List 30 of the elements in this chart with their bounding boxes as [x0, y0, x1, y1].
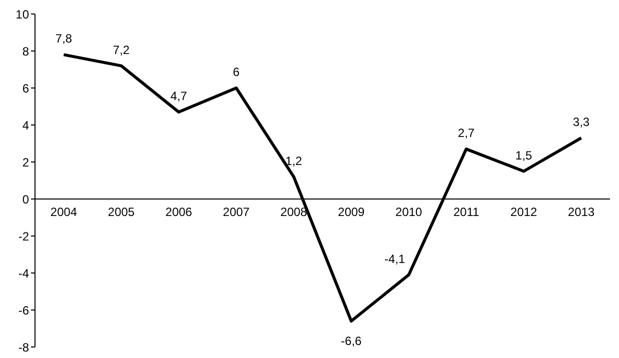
data-label: -6,6	[340, 334, 362, 348]
y-tick-label: -8	[18, 340, 30, 354]
x-tick-label: 2005	[108, 205, 135, 219]
data-label: 7,2	[112, 42, 130, 57]
data-label: 2,7	[458, 126, 475, 140]
y-tick-label: 6	[22, 81, 30, 96]
data-label: 3,3	[572, 114, 590, 129]
y-tick-label: -4	[18, 266, 30, 280]
y-tick-label: 2	[22, 155, 30, 170]
x-tick-label: 2012	[510, 205, 538, 219]
y-tick-label: -6	[18, 303, 30, 318]
y-tick-label: -2	[18, 229, 30, 244]
y-tick-label: 4	[22, 118, 30, 132]
x-tick-label: 2007	[222, 205, 250, 219]
data-label: 7,8	[55, 32, 72, 46]
data-label: 4,7	[170, 89, 188, 104]
data-label: 1,5	[515, 148, 532, 162]
x-tick-label: 2006	[165, 205, 192, 219]
data-label: 1,2	[285, 154, 302, 168]
y-tick-label: 0	[22, 192, 30, 206]
x-tick-label: 2008	[280, 205, 308, 219]
x-tick-label: 2013	[568, 205, 595, 219]
x-tick-label: 2010	[395, 205, 422, 219]
data-label: 6	[232, 65, 240, 79]
data-label: -4,1	[384, 252, 406, 266]
y-tick-label: 8	[22, 44, 30, 58]
y-tick-label: 10	[16, 7, 30, 22]
x-tick-label: 2004	[50, 205, 78, 219]
x-tick-label: 2011	[453, 205, 480, 219]
x-tick-label: 2009	[338, 205, 365, 219]
